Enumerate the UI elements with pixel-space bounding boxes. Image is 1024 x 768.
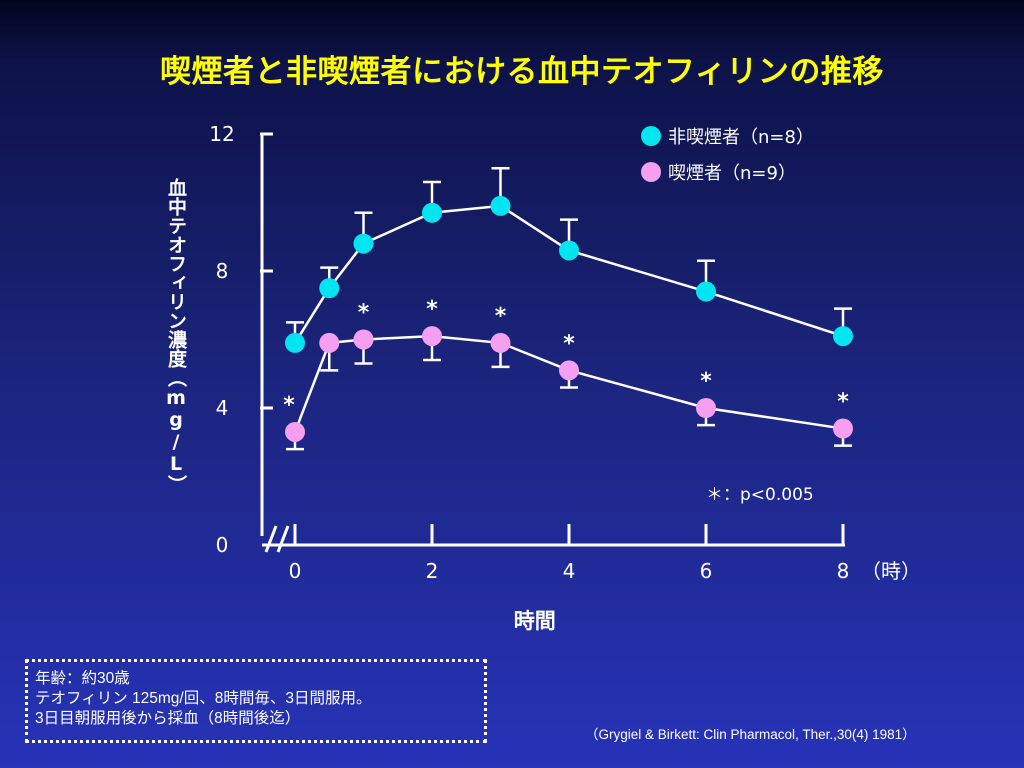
- significance-marker: *: [283, 393, 295, 418]
- legend-label-series-1: 非喫煙者（n=8）: [668, 127, 814, 148]
- x-tick-label: 6: [700, 559, 713, 583]
- significance-marker: *: [837, 390, 849, 415]
- data-point-series-1: [490, 195, 511, 216]
- note-line-age: 年齢：約30歳: [35, 670, 130, 687]
- data-point-series-2: [353, 329, 374, 350]
- data-point-series-1: [353, 233, 374, 254]
- data-point-series-2: [833, 418, 853, 439]
- significance-marker: *: [426, 297, 438, 322]
- y-tick-label: 4: [216, 396, 229, 420]
- significance-marker: *: [563, 331, 575, 356]
- data-point-series-1: [559, 240, 579, 261]
- citation: （Grygiel & Birkett: Clin Pharmacol, Ther…: [585, 727, 916, 742]
- note-line-dosage: テオフィリン 125mg/回、8時間毎、3日間服用。: [35, 690, 372, 707]
- note-line-sampling: 3日目朝服用後から採血（8時間後迄）: [35, 710, 301, 727]
- legend-label-series-2: 喫煙者（n=9）: [668, 163, 796, 184]
- data-point-series-1: [319, 278, 340, 299]
- y-axis-title: 血中テオフィリン濃度（mg/L）: [165, 177, 187, 494]
- y-tick-label: 8: [216, 259, 229, 283]
- data-point-series-1: [285, 332, 305, 353]
- study-conditions-box: 年齢：約30歳 テオフィリン 125mg/回、8時間毎、3日間服用。 3日目朝服…: [25, 659, 487, 743]
- significance-marker: *: [700, 369, 712, 394]
- significance-marker: *: [358, 301, 370, 326]
- data-point-series-2: [559, 360, 579, 381]
- legend-marker-series-1: [641, 126, 661, 146]
- data-point-series-2: [422, 326, 442, 347]
- x-tick-label: 4: [563, 559, 576, 583]
- data-point-series-2: [285, 421, 305, 442]
- chart-title: 喫煙者と非喫煙者における血中テオフィリンの推移: [160, 54, 884, 90]
- x-axis-title: 時間: [514, 609, 556, 633]
- y-tick-label: 12: [209, 122, 234, 146]
- legend-marker-series-2: [641, 162, 661, 182]
- axis-break-mark: [276, 525, 290, 553]
- data-point-series-1: [696, 281, 716, 302]
- x-tick-label: 8: [837, 559, 850, 583]
- y-tick-label: 0: [216, 533, 229, 557]
- significance-note: ＊：p<0.005: [706, 485, 814, 505]
- x-tick-label: 2: [426, 559, 439, 583]
- data-point-series-1: [422, 202, 442, 223]
- data-point-series-2: [319, 332, 340, 353]
- data-point-series-2: [696, 398, 716, 418]
- data-point-series-1: [833, 326, 853, 347]
- significance-marker: *: [495, 304, 507, 329]
- data-point-series-2: [490, 332, 511, 353]
- x-unit-label: （時）: [861, 559, 921, 583]
- axis-break-mark: [264, 525, 278, 553]
- x-tick-label: 0: [289, 559, 302, 583]
